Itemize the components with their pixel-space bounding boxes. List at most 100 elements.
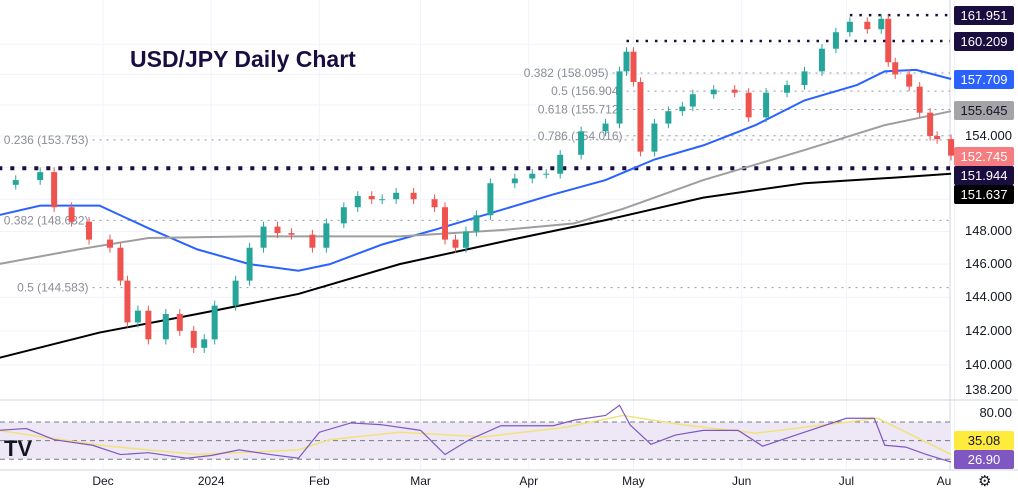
y-tick-label: 140.000 <box>965 356 1012 372</box>
price-tag: 161.951 <box>954 6 1014 26</box>
fib-level-label: 0.618 (155.712) <box>538 102 623 116</box>
price-tag: 152.745 <box>954 146 1014 166</box>
candle-body <box>885 18 892 63</box>
candle-body <box>176 314 183 331</box>
candle-body <box>232 280 239 306</box>
candle-body <box>201 339 208 348</box>
rsi-tag: 26.90 <box>954 450 1014 469</box>
candle-body <box>801 71 808 86</box>
candle-body <box>51 172 58 208</box>
rsi-ma-tag: 35.08 <box>954 431 1014 450</box>
candle-body <box>689 94 696 107</box>
candle-body <box>260 226 267 248</box>
candle-body <box>529 173 536 179</box>
candle-body <box>37 172 44 181</box>
candle-body <box>86 221 93 240</box>
tradingview-logo: TV <box>4 436 33 461</box>
candle-body <box>274 226 281 234</box>
candle-body <box>892 62 899 75</box>
candle-body <box>340 207 347 224</box>
moving-average-line <box>0 110 952 265</box>
price-tag: 155.645 <box>954 101 1014 121</box>
candle-body <box>832 32 839 49</box>
moving-average-line <box>0 68 952 272</box>
y-tick-label: 144.000 <box>965 289 1012 305</box>
candle-body <box>462 231 469 248</box>
candle-body <box>211 305 218 340</box>
candle-body <box>452 239 459 248</box>
candle-body <box>784 85 791 93</box>
candle-body <box>354 196 361 208</box>
settings-icon[interactable]: ⚙ <box>978 473 992 490</box>
candle-body <box>68 207 75 222</box>
candle-body <box>246 247 253 281</box>
x-tick-label: Apr <box>519 474 539 488</box>
candle-body <box>288 233 295 235</box>
candle-body <box>309 234 316 248</box>
rsi-ma-line <box>0 414 952 456</box>
candle-body <box>846 21 853 33</box>
candle-body <box>927 112 934 136</box>
x-tick-label: Au <box>936 474 952 488</box>
candle-body <box>106 239 113 248</box>
price-tag: 151.944 <box>954 165 1014 185</box>
candle-body <box>134 310 141 323</box>
candle-body <box>864 21 871 30</box>
candle-body <box>906 74 913 87</box>
candle-body <box>393 192 400 200</box>
candle-body <box>710 89 717 95</box>
fib-level-label: 0.382 (158.095) <box>524 66 609 80</box>
candle-body <box>878 18 885 30</box>
candle-body <box>117 247 124 281</box>
fib-level-label: 0.5 (144.583) <box>17 281 88 295</box>
candle-body <box>616 71 623 124</box>
candle-body <box>637 82 644 152</box>
candle-body <box>623 51 630 72</box>
candle-body <box>473 215 480 232</box>
candle-body <box>948 139 955 156</box>
candle-body <box>916 86 923 113</box>
chart-title: USD/JPY Daily Chart <box>130 46 356 72</box>
candle-body <box>630 51 637 83</box>
candle-body <box>763 92 770 118</box>
candle-body <box>190 330 197 348</box>
x-tick-label: Dec <box>92 474 114 488</box>
x-tick-label: Jun <box>731 474 752 488</box>
x-tick-label: Feb <box>309 474 330 488</box>
candle-body <box>487 183 494 216</box>
candle-body <box>731 89 738 93</box>
candle-body <box>557 154 564 174</box>
candle-body <box>651 123 658 152</box>
candle-body <box>602 123 609 132</box>
candle-body <box>145 310 152 340</box>
y-tick-label: 148.000 <box>965 223 1012 239</box>
y-tick-label: 142.000 <box>965 322 1012 338</box>
candle-body <box>665 111 672 124</box>
candle-body <box>162 314 169 340</box>
candle-body <box>679 106 686 112</box>
rsi-tick-label: 80.00 <box>979 405 1012 420</box>
candle-body <box>431 199 438 208</box>
fib-level-label: 0.5 (156.904) <box>551 84 622 98</box>
x-tick-label: May <box>622 474 645 488</box>
x-tick-label: Jul <box>838 474 855 488</box>
rsi-line <box>0 404 952 463</box>
fib-level-label: 0.382 (148.682) <box>4 213 89 227</box>
y-tick-label: 138.200 <box>965 382 1012 397</box>
candle-body <box>410 192 417 200</box>
candle-body <box>379 199 386 201</box>
x-tick-label: Mar <box>410 474 431 488</box>
price-tag: 157.709 <box>954 69 1014 89</box>
price-tag: 160.209 <box>954 32 1014 52</box>
y-tick-label: 154.000 <box>965 128 1012 143</box>
candle-body <box>323 223 330 248</box>
candle-body <box>818 48 825 72</box>
fib-level-label: 0.236 (153.753) <box>4 133 89 147</box>
y-tick-label: 146.000 <box>965 256 1012 272</box>
candle-body <box>511 178 518 184</box>
candle-body <box>12 180 19 185</box>
price-tag: 151.637 <box>954 184 1014 204</box>
candle-body <box>578 131 585 155</box>
candle-body <box>543 173 550 175</box>
